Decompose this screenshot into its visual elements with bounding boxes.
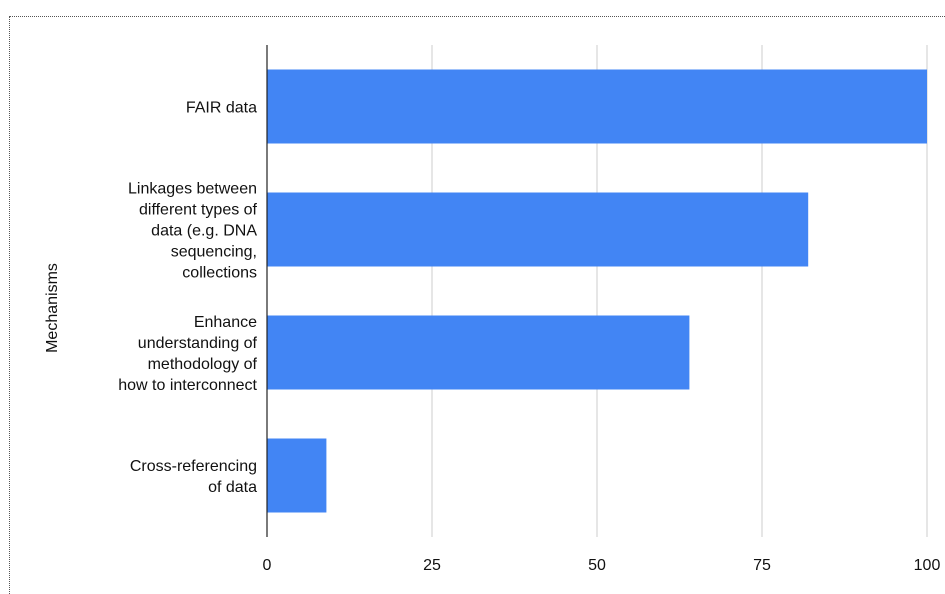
x-tick-label: 75 <box>753 557 771 574</box>
x-tick-label: 50 <box>588 557 606 574</box>
frame-border-left <box>9 16 10 594</box>
category-labels: FAIR data Linkages between different types… <box>118 100 257 497</box>
bar <box>267 69 927 144</box>
category-label: Enhance understanding of methodology of how… <box>118 314 257 394</box>
x-tick-label: 25 <box>423 557 441 574</box>
category-label: Cross-referencing of data <box>130 458 257 496</box>
bar <box>267 438 327 513</box>
category-label: FAIR data <box>186 100 257 117</box>
x-tick-labels: 0 25 50 75 100 <box>263 557 941 574</box>
y-axis-title: Mechanisms <box>44 263 61 353</box>
category-label: Linkages between different types of data (… <box>128 181 258 282</box>
x-tick-label: 0 <box>263 557 272 574</box>
frame-border-top <box>9 16 945 17</box>
bar <box>267 315 690 390</box>
bars <box>267 69 927 513</box>
bar <box>267 192 809 267</box>
x-tick-label: 100 <box>914 557 941 574</box>
